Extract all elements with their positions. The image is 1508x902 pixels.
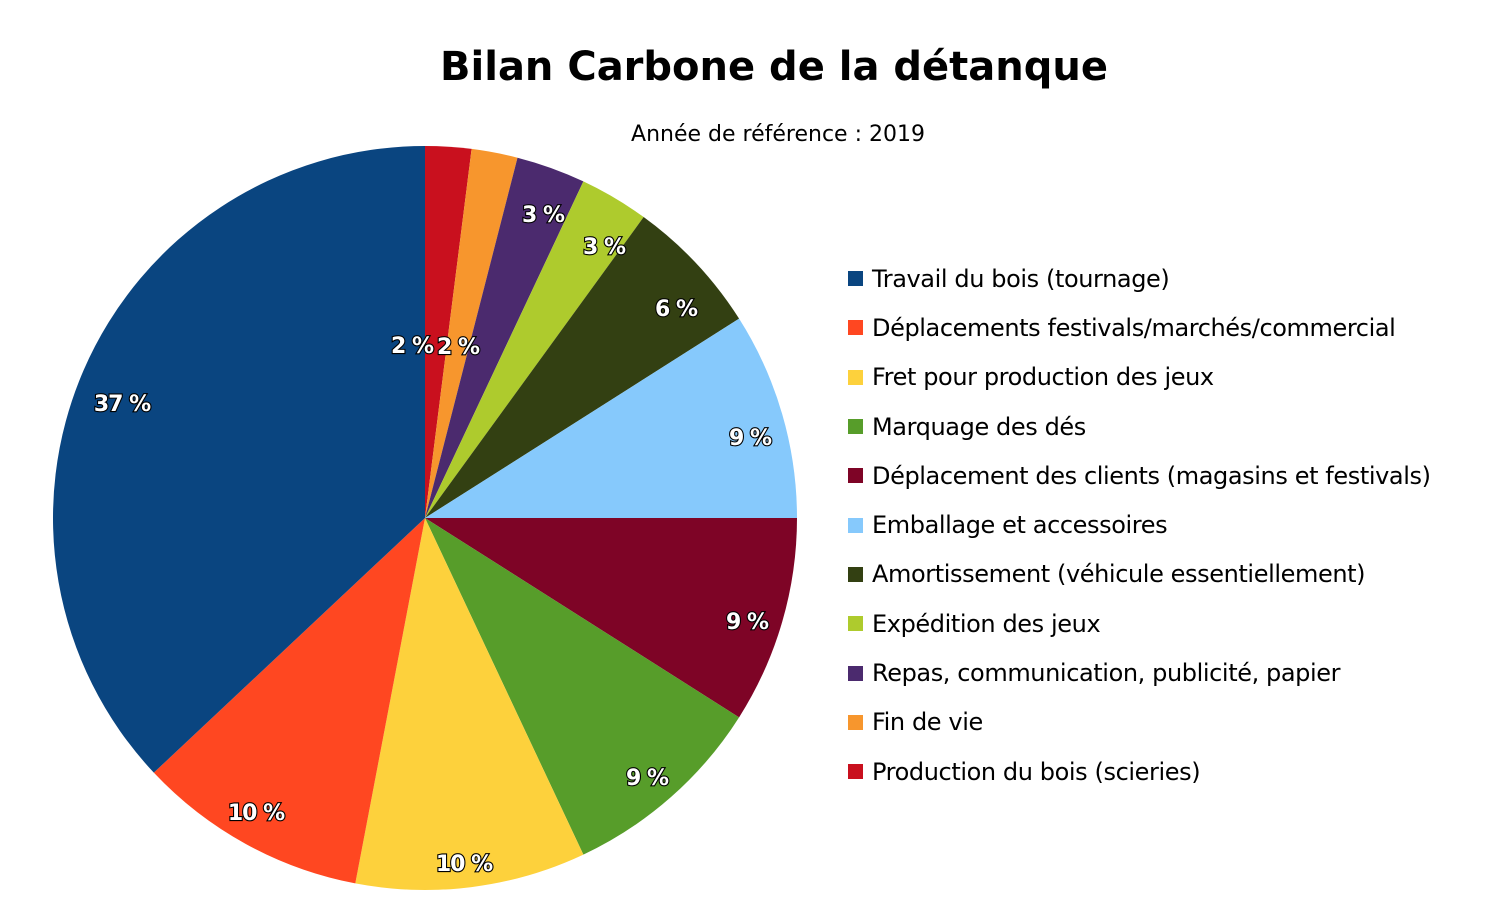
- slice-label: 2 %: [391, 334, 434, 359]
- pie-slices: [52, 146, 797, 891]
- legend-swatch: [848, 665, 863, 681]
- legend-item: Travail du bois (tournage): [848, 254, 1431, 303]
- legend-item: Amortissement (véhicule essentiellement): [848, 550, 1431, 599]
- legend-label: Production du bois (scieries): [872, 757, 1201, 786]
- legend-swatch: [848, 714, 863, 730]
- legend-label: Fret pour production des jeux: [872, 363, 1214, 392]
- legend-item: Déplacement des clients (magasins et fes…: [848, 451, 1431, 500]
- pie-slice: [153, 518, 425, 884]
- legend-item: Déplacements festivals/marchés/commercia…: [848, 303, 1431, 352]
- pie-chart: 2 % 2 % 3 % 3 % 6 % 9 % 9 % 9 % 10 % 10 % 37 %: [52, 146, 797, 891]
- pie-slice: [425, 318, 797, 518]
- chart-subtitle: Année de référence : 2019: [631, 122, 925, 147]
- slice-label: 3 %: [522, 203, 565, 228]
- legend-label: Fin de vie: [872, 708, 983, 737]
- legend-label: Amortissement (véhicule essentiellement): [872, 560, 1366, 589]
- legend-item: Marquage des dés: [848, 402, 1431, 451]
- pie-slice: [425, 518, 797, 718]
- legend-item: Emballage et accessoires: [848, 500, 1431, 549]
- legend-swatch: [848, 566, 863, 582]
- legend-label: Expédition des jeux: [872, 609, 1101, 638]
- slice-label: 37 %: [94, 392, 151, 417]
- pie-slice: [425, 181, 644, 518]
- legend-swatch: [848, 468, 863, 484]
- legend-swatch: [848, 320, 863, 336]
- slice-label: 9 %: [729, 426, 772, 451]
- pie-labels: 2 % 2 % 3 % 3 % 6 % 9 % 9 % 9 % 10 % 10 % 37 %: [93, 202, 774, 878]
- legend-item: Fin de vie: [848, 698, 1431, 747]
- legend-label: Déplacement des clients (magasins et fes…: [872, 461, 1431, 490]
- slice-label: 9 %: [626, 766, 669, 791]
- legend-swatch: [848, 369, 863, 385]
- slice-label: 2 %: [437, 335, 480, 360]
- legend-swatch: [848, 419, 863, 435]
- legend: Travail du bois (tournage) Déplacements f…: [848, 254, 1431, 796]
- legend-swatch: [848, 271, 863, 287]
- legend-swatch: [848, 517, 863, 533]
- legend-label: Emballage et accessoires: [872, 511, 1168, 540]
- legend-item: Production du bois (scieries): [848, 747, 1431, 796]
- pie-slice: [425, 518, 740, 855]
- slice-label: 9 %: [726, 610, 769, 635]
- legend-label: Marquage des dés: [872, 412, 1086, 441]
- pie-slice: [425, 157, 584, 518]
- pie-slice: [355, 518, 584, 891]
- legend-item: Fret pour production des jeux: [848, 353, 1431, 402]
- slice-label: 10 %: [436, 852, 493, 877]
- legend-label: Déplacements festivals/marchés/commercia…: [872, 313, 1396, 342]
- legend-swatch: [848, 764, 863, 780]
- pie-slice: [425, 146, 472, 518]
- pie-slice: [425, 148, 518, 518]
- slice-label: 6 %: [655, 297, 698, 322]
- legend-label: Travail du bois (tournage): [872, 264, 1170, 293]
- pie-slice: [52, 146, 425, 773]
- chart-title: Bilan Carbone de la détanque: [440, 44, 1108, 90]
- slice-label: 10 %: [228, 801, 285, 826]
- legend-swatch: [848, 616, 863, 632]
- slice-label: 3 %: [583, 235, 626, 260]
- pie-slice: [425, 217, 740, 519]
- legend-item: Expédition des jeux: [848, 599, 1431, 648]
- legend-label: Repas, communication, publicité, papier: [872, 659, 1341, 688]
- legend-item: Repas, communication, publicité, papier: [848, 648, 1431, 697]
